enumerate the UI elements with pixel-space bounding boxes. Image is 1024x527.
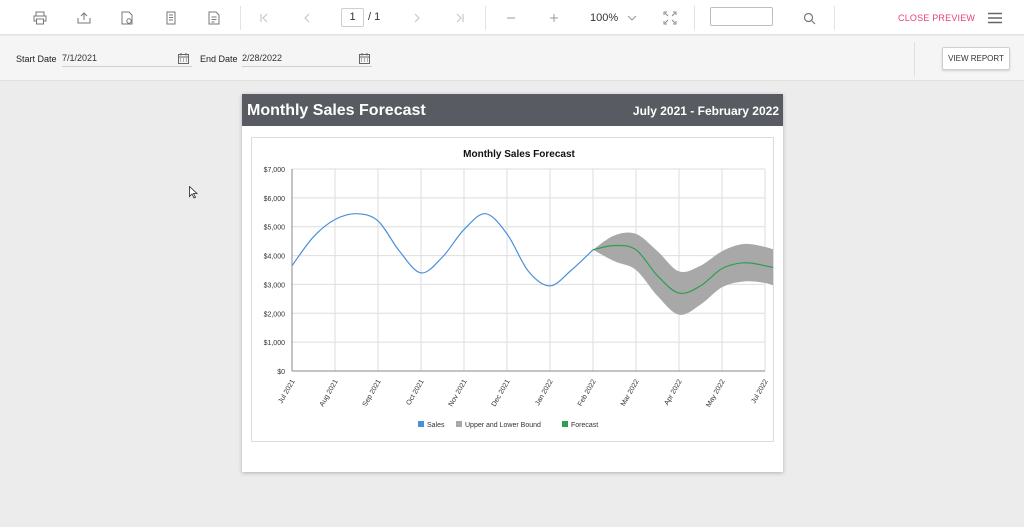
close-preview-button[interactable]: CLOSE PREVIEW bbox=[898, 13, 976, 23]
legend-sales-swatch bbox=[418, 421, 424, 427]
y-tick-label: $5,000 bbox=[264, 225, 286, 232]
x-tick-label: Nov 2021 bbox=[448, 378, 469, 408]
zoom-in-icon[interactable] bbox=[545, 9, 563, 27]
last-page-icon[interactable] bbox=[451, 9, 469, 27]
x-tick-label: Jul 2022 bbox=[750, 378, 769, 405]
toolbar-separator bbox=[240, 6, 241, 30]
y-tick-label: $4,000 bbox=[264, 254, 286, 261]
fit-page-icon[interactable] bbox=[661, 9, 679, 27]
report-header: Monthly Sales Forecast July 2021 - Febru… bbox=[242, 94, 783, 126]
x-tick-label: May 2022 bbox=[705, 378, 726, 408]
chart-frame: Monthly Sales Forecast $0 $1,000 $2,000 $3,0… bbox=[251, 137, 783, 442]
mouse-cursor-icon bbox=[189, 185, 199, 204]
parameters-icon[interactable] bbox=[205, 9, 223, 27]
y-tick-label: $1,000 bbox=[264, 340, 286, 347]
parameter-bar: Start Date 7/1/2021 End Date 2/28/2022 bbox=[0, 36, 1024, 81]
zoom-dropdown-icon[interactable] bbox=[623, 9, 641, 27]
legend-bounds-label: Upper and Lower Bound bbox=[465, 422, 541, 429]
page-total: / 1 bbox=[368, 11, 381, 23]
viewer-toolbar: 1 / 1 100% CLOSE PREVIEW bbox=[0, 0, 1024, 35]
view-report-button[interactable]: VIEW REPORT bbox=[942, 47, 1010, 70]
first-page-icon[interactable] bbox=[255, 9, 273, 27]
legend-forecast-label: Forecast bbox=[571, 422, 598, 429]
chart-title: Monthly Sales Forecast bbox=[463, 149, 575, 160]
export-icon[interactable] bbox=[75, 9, 93, 27]
y-tick-label: $0 bbox=[277, 369, 285, 376]
start-date-field[interactable]: 7/1/2021 bbox=[62, 49, 192, 67]
end-date-field[interactable]: 2/28/2022 bbox=[242, 49, 372, 67]
y-tick-label: $3,000 bbox=[264, 282, 286, 289]
legend-sales-label: Sales bbox=[427, 422, 445, 429]
page-setup-icon[interactable] bbox=[118, 9, 136, 27]
x-tick-label: Feb 2022 bbox=[577, 378, 598, 407]
x-tick-label: Jan 2022 bbox=[534, 378, 555, 407]
search-icon[interactable] bbox=[800, 9, 818, 27]
legend-bounds-swatch bbox=[456, 421, 462, 427]
x-tick-label: Oct 2021 bbox=[405, 378, 425, 406]
current-page-input[interactable]: 1 bbox=[341, 8, 364, 27]
end-date-label: End Date bbox=[200, 54, 238, 64]
search-input[interactable] bbox=[710, 7, 773, 26]
x-tick-label: Apr 2022 bbox=[663, 378, 683, 406]
start-date-label: Start Date bbox=[16, 54, 57, 64]
sales-line bbox=[291, 213, 594, 287]
forecast-line bbox=[592, 244, 783, 295]
x-tick-label: Aug 2021 bbox=[319, 378, 340, 408]
x-tick-label: Dec 2021 bbox=[491, 378, 512, 408]
print-icon[interactable] bbox=[31, 9, 49, 27]
report-title: Monthly Sales Forecast bbox=[247, 102, 426, 119]
bound-band bbox=[593, 232, 783, 315]
menu-icon[interactable] bbox=[986, 9, 1004, 27]
x-tick-label: Mar 2022 bbox=[620, 378, 641, 407]
toolbar-separator bbox=[694, 6, 695, 30]
next-page-icon[interactable] bbox=[408, 9, 426, 27]
legend-forecast-swatch bbox=[562, 421, 568, 427]
calendar-icon[interactable] bbox=[359, 51, 370, 69]
toolbar-separator bbox=[485, 6, 486, 30]
report-date-range: July 2021 - February 2022 bbox=[632, 104, 779, 118]
x-tick-label: Sep 2021 bbox=[362, 378, 383, 408]
sales-forecast-chart: Monthly Sales Forecast $0 $1,000 $2,000 $3,0… bbox=[264, 149, 783, 429]
y-tick-label: $6,000 bbox=[264, 196, 286, 203]
zoom-level[interactable]: 100% bbox=[590, 12, 619, 24]
print-layout-icon[interactable] bbox=[162, 9, 180, 27]
previous-page-icon[interactable] bbox=[298, 9, 316, 27]
y-tick-label: $2,000 bbox=[264, 311, 286, 318]
calendar-icon[interactable] bbox=[178, 51, 189, 69]
zoom-out-icon[interactable] bbox=[502, 9, 520, 27]
parameter-separator bbox=[914, 42, 915, 77]
toolbar-separator bbox=[834, 6, 835, 30]
y-tick-label: $7,000 bbox=[264, 167, 286, 174]
x-tick-label: Jul 2021 bbox=[277, 378, 296, 405]
